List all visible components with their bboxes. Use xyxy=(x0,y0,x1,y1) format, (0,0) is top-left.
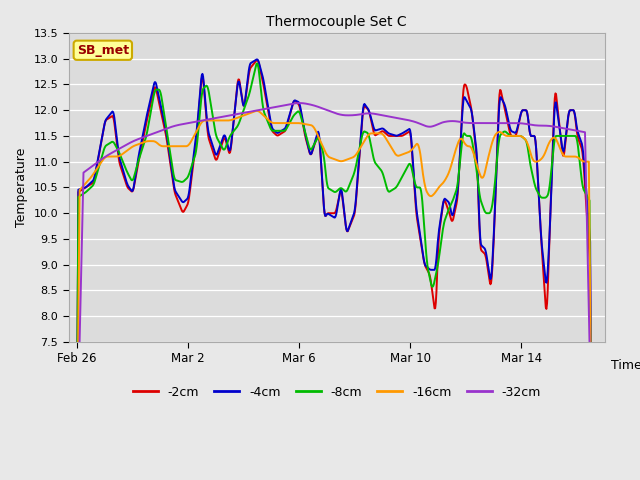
Text: SB_met: SB_met xyxy=(77,44,129,57)
Title: Thermocouple Set C: Thermocouple Set C xyxy=(266,15,407,29)
Legend: -2cm, -4cm, -8cm, -16cm, -32cm: -2cm, -4cm, -8cm, -16cm, -32cm xyxy=(127,381,546,404)
X-axis label: Time: Time xyxy=(611,359,640,372)
Y-axis label: Temperature: Temperature xyxy=(15,148,28,227)
